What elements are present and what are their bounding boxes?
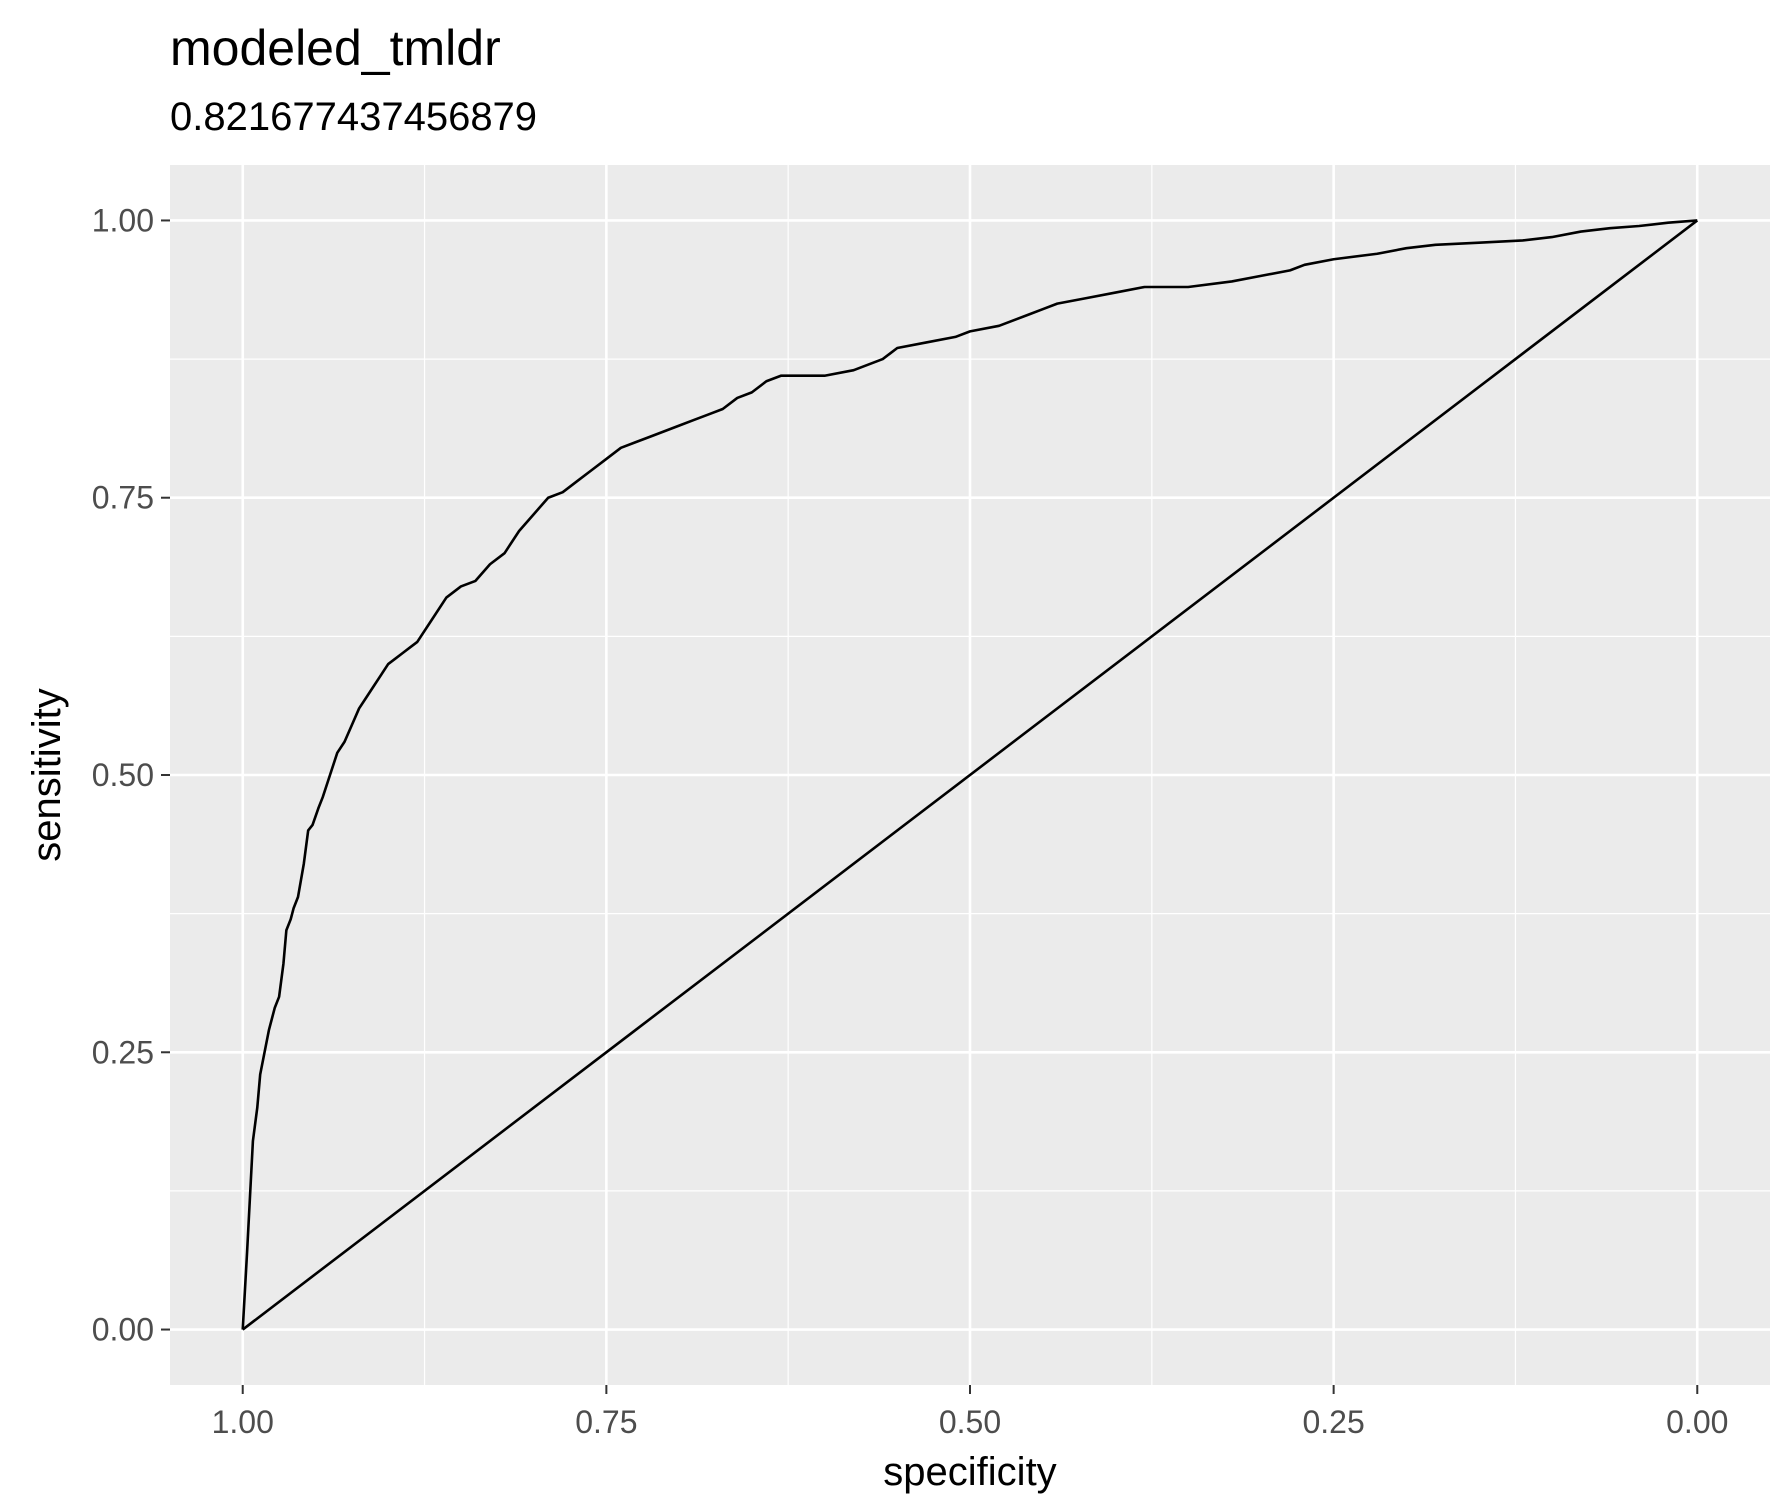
- roc-curve: [241, 219, 1698, 1330]
- chart-title: modeled_tmldr: [170, 20, 501, 76]
- diagonal-reference-line: [241, 219, 1699, 1331]
- y-tick-label: 0.75: [92, 480, 154, 516]
- x-tick-label: 0.75: [575, 1404, 637, 1440]
- roc-lines: [241, 219, 1699, 1331]
- y-axis-title: sensitivity: [25, 688, 69, 861]
- x-axis-title: specificity: [883, 1450, 1056, 1494]
- chart-subtitle: 0.821677437456879: [170, 95, 537, 139]
- x-tick-label: 1.00: [212, 1404, 274, 1440]
- y-tick-label: 1.00: [92, 202, 154, 238]
- x-tick-label: 0.00: [1666, 1404, 1728, 1440]
- y-tick-label: 0.00: [92, 1312, 154, 1348]
- axis-ticks: 1.00 0.75 0.50 0.25 0.00 0.00 0.25 0.50 0.75 1.00: [92, 202, 1729, 1440]
- y-tick-label: 0.25: [92, 1034, 154, 1070]
- x-tick-label: 0.25: [1302, 1404, 1364, 1440]
- y-tick-label: 0.50: [92, 757, 154, 793]
- x-tick-label: 0.50: [939, 1404, 1001, 1440]
